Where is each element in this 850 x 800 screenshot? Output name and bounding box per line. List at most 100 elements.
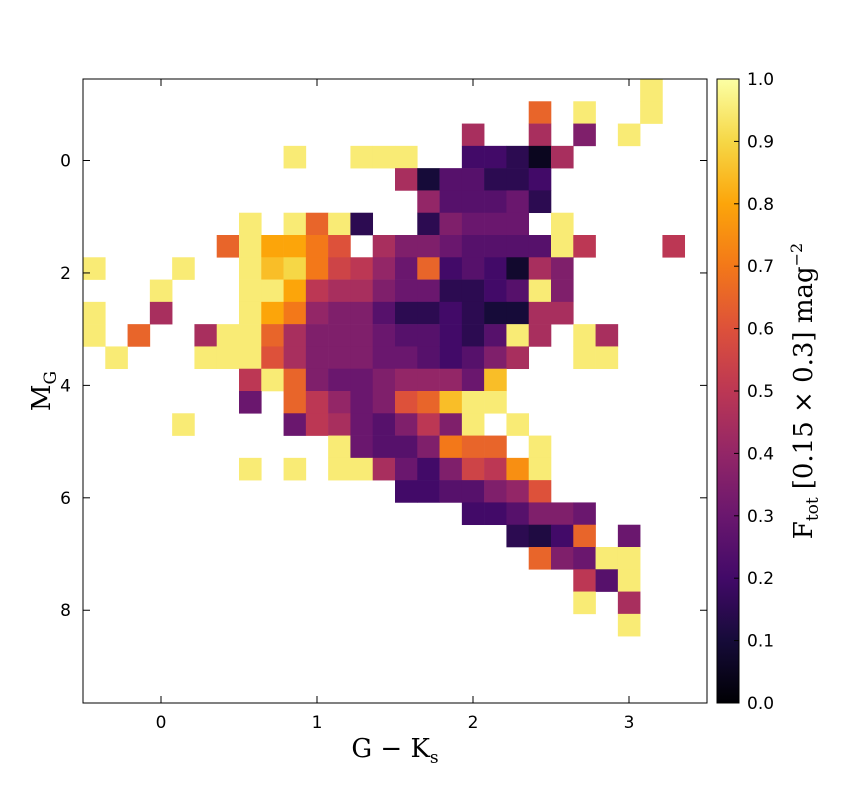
cell <box>305 391 329 414</box>
cell <box>461 502 485 526</box>
cell <box>551 524 574 548</box>
cell <box>350 413 374 436</box>
cell <box>216 324 240 347</box>
cell <box>283 145 307 169</box>
cell <box>239 391 262 414</box>
cell <box>283 391 307 414</box>
cell <box>461 435 485 459</box>
cell <box>573 101 596 124</box>
cell <box>506 212 530 236</box>
cell <box>439 457 463 481</box>
cell <box>461 123 485 147</box>
cell <box>573 235 596 258</box>
cell <box>417 457 440 481</box>
cell <box>617 613 641 637</box>
cell <box>149 279 173 303</box>
cell <box>417 235 440 258</box>
cell <box>372 301 396 325</box>
cell <box>461 212 485 236</box>
cell <box>528 524 552 548</box>
x-tick-label: 1 <box>312 713 323 733</box>
cell <box>528 480 552 503</box>
cell <box>461 257 485 280</box>
cell <box>261 324 284 347</box>
cell <box>484 391 507 414</box>
cell <box>506 301 530 325</box>
cell <box>461 145 485 169</box>
cell <box>172 257 195 280</box>
cell <box>283 368 307 392</box>
cell <box>305 324 329 347</box>
colorbar-tick-label: 0.4 <box>747 444 774 464</box>
x-tick-label: 0 <box>156 713 167 733</box>
cell <box>461 391 485 414</box>
cell <box>617 123 641 147</box>
cell <box>261 346 284 370</box>
cell <box>640 101 663 124</box>
cell <box>194 346 218 370</box>
cell <box>528 279 552 303</box>
cell <box>328 212 351 236</box>
cell <box>484 190 507 214</box>
cell <box>595 547 619 570</box>
cell <box>461 413 485 436</box>
cell <box>372 368 396 392</box>
cell <box>328 257 351 280</box>
cell <box>439 435 463 459</box>
cb-label-sup: −2 <box>787 243 806 267</box>
cb-label-rest: [0.15 × 0.3] mag <box>789 266 819 489</box>
cell <box>506 480 530 503</box>
cell <box>573 502 596 526</box>
cell <box>417 435 440 459</box>
cell <box>484 168 507 191</box>
cell <box>261 301 284 325</box>
cell <box>461 457 485 481</box>
cell <box>283 257 307 280</box>
cell <box>350 368 374 392</box>
cell <box>484 324 507 347</box>
cell <box>461 324 485 347</box>
x-tick-label: 3 <box>624 713 635 733</box>
cell <box>149 301 173 325</box>
cell <box>439 391 463 414</box>
cell <box>305 279 329 303</box>
cell <box>261 279 284 303</box>
cell <box>194 324 218 347</box>
cell <box>417 368 440 392</box>
colorbar-tick-label: 0.9 <box>747 132 774 152</box>
cell <box>283 413 307 436</box>
cell <box>573 547 596 570</box>
cell <box>283 324 307 347</box>
cell <box>617 591 641 615</box>
cell <box>461 190 485 214</box>
cell <box>484 480 507 503</box>
y-label-sub: G <box>41 371 61 385</box>
cell <box>395 368 418 392</box>
cell <box>551 279 574 303</box>
cell <box>528 502 552 526</box>
cell <box>350 279 374 303</box>
cell <box>662 235 686 258</box>
cell <box>551 502 574 526</box>
colorbar-tick-label: 0.8 <box>747 195 774 215</box>
cell <box>439 212 463 236</box>
cell <box>372 257 396 280</box>
cell <box>328 301 351 325</box>
cell <box>283 457 307 481</box>
cell <box>506 145 530 169</box>
cell <box>484 212 507 236</box>
cell <box>305 301 329 325</box>
cell <box>216 235 240 258</box>
cell <box>528 435 552 459</box>
cell <box>506 457 530 481</box>
cell <box>439 346 463 370</box>
cell <box>573 346 596 370</box>
cell <box>506 168 530 191</box>
cell <box>328 457 351 481</box>
cell <box>417 212 440 236</box>
cell <box>551 212 574 236</box>
colorbar <box>717 79 739 703</box>
cell <box>461 279 485 303</box>
cell <box>551 547 574 570</box>
cell <box>328 346 351 370</box>
